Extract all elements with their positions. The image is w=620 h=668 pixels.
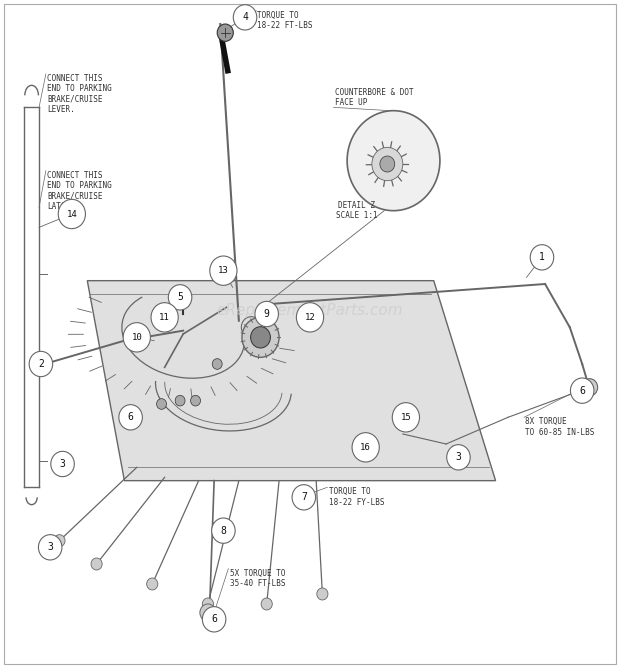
Circle shape	[202, 607, 226, 632]
Circle shape	[372, 148, 403, 180]
Circle shape	[233, 5, 257, 30]
Circle shape	[212, 359, 222, 369]
Text: COUNTERBORE & DOT
FACE UP: COUNTERBORE & DOT FACE UP	[335, 88, 414, 108]
Text: 3: 3	[47, 542, 53, 552]
Text: 9: 9	[264, 309, 270, 319]
FancyBboxPatch shape	[4, 4, 616, 664]
Text: 11: 11	[159, 313, 170, 322]
Text: TORQUE TO
18-22 FY-LBS: TORQUE TO 18-22 FY-LBS	[329, 488, 384, 507]
Polygon shape	[87, 281, 495, 481]
Text: 4: 4	[242, 13, 248, 22]
Circle shape	[175, 395, 185, 406]
Circle shape	[211, 518, 235, 543]
Text: CONNECT THIS
END TO PARKING
BRAKE/CRUISE
LEVER.: CONNECT THIS END TO PARKING BRAKE/CRUISE…	[47, 74, 112, 114]
Circle shape	[51, 452, 74, 477]
Text: 3: 3	[60, 459, 66, 469]
Text: 15: 15	[401, 413, 411, 422]
Text: 5X TORQUE TO
35-40 FT-LBS: 5X TORQUE TO 35-40 FT-LBS	[229, 568, 285, 588]
Circle shape	[177, 287, 189, 301]
Circle shape	[119, 405, 143, 430]
Text: 5: 5	[177, 293, 183, 303]
Circle shape	[241, 317, 261, 338]
Circle shape	[34, 354, 51, 373]
Text: CONNECT THIS
END TO PARKING
BRAKE/CRUISE
LATCH.: CONNECT THIS END TO PARKING BRAKE/CRUISE…	[47, 171, 112, 211]
Circle shape	[58, 199, 86, 228]
Circle shape	[352, 433, 379, 462]
Circle shape	[347, 111, 440, 210]
Circle shape	[255, 301, 278, 327]
Circle shape	[91, 558, 102, 570]
Circle shape	[380, 156, 395, 172]
Text: 10: 10	[131, 333, 142, 342]
Circle shape	[210, 256, 237, 285]
Circle shape	[202, 598, 213, 610]
Text: DETAIL Z
SCALE 1:1: DETAIL Z SCALE 1:1	[335, 200, 377, 220]
Circle shape	[190, 395, 200, 406]
Text: eReplacementParts.com: eReplacementParts.com	[216, 303, 404, 318]
Text: 8X TORQUE
TO 60-85 IN-LBS: 8X TORQUE TO 60-85 IN-LBS	[525, 418, 595, 437]
Circle shape	[38, 534, 62, 560]
Circle shape	[217, 24, 233, 41]
Circle shape	[250, 327, 270, 348]
Circle shape	[530, 244, 554, 270]
Circle shape	[157, 399, 167, 409]
Text: 16: 16	[360, 443, 371, 452]
Circle shape	[570, 378, 594, 403]
Circle shape	[317, 588, 328, 600]
Circle shape	[242, 317, 279, 357]
Circle shape	[582, 379, 598, 396]
Text: 8: 8	[221, 526, 226, 536]
Text: 6: 6	[579, 385, 585, 395]
Circle shape	[292, 485, 316, 510]
Text: 13: 13	[218, 266, 229, 275]
Text: 6: 6	[211, 615, 217, 625]
Circle shape	[261, 598, 272, 610]
Text: 7: 7	[301, 492, 307, 502]
Circle shape	[392, 403, 420, 432]
Circle shape	[200, 604, 216, 621]
Circle shape	[54, 534, 65, 546]
Text: 1: 1	[539, 253, 545, 263]
Circle shape	[147, 578, 158, 590]
Circle shape	[296, 303, 324, 332]
Text: 14: 14	[66, 210, 78, 218]
Circle shape	[151, 303, 178, 332]
Text: 3: 3	[456, 452, 461, 462]
Circle shape	[123, 323, 151, 352]
Text: 2: 2	[38, 359, 44, 369]
Circle shape	[169, 285, 192, 310]
Circle shape	[447, 445, 470, 470]
Text: 12: 12	[304, 313, 316, 322]
Text: 6: 6	[128, 412, 133, 422]
Text: TORQUE TO
18-22 FT-LBS: TORQUE TO 18-22 FT-LBS	[257, 11, 313, 30]
Circle shape	[29, 351, 53, 377]
